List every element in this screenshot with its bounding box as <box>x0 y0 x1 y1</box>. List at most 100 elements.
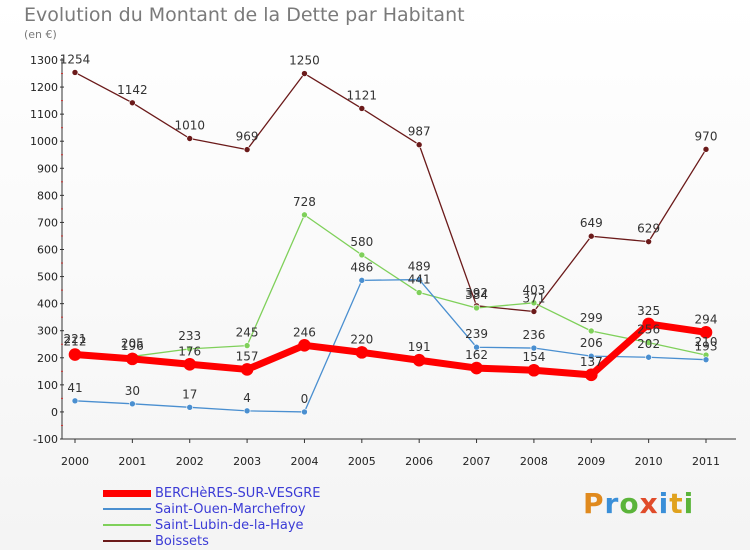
data-label: 205 <box>121 336 144 350</box>
data-label: 4 <box>243 391 251 405</box>
data-point <box>412 353 426 367</box>
data-label: 191 <box>408 340 431 354</box>
data-labels: 1254 1142 1010 969 1250 1121 987 392 371 649 629 97… <box>60 52 718 405</box>
logo-letter: i <box>658 487 670 520</box>
data-label: 486 <box>350 260 373 274</box>
data-label: 245 <box>236 326 259 340</box>
data-label: 41 <box>67 381 82 395</box>
data-label: 294 <box>695 312 718 326</box>
y-tick-label: 700 <box>37 216 58 229</box>
proxiti-logo: Proxiti <box>583 487 694 520</box>
logo-letter: P <box>583 487 605 520</box>
data-point <box>240 363 254 376</box>
x-tick-label: 2008 <box>520 455 548 468</box>
data-point <box>298 339 311 352</box>
logo-letter: i <box>683 487 695 520</box>
data-label: 157 <box>236 349 259 363</box>
logo-letter: r <box>604 487 620 520</box>
data-label: 220 <box>350 332 373 346</box>
y-tick-label: 1300 <box>30 54 58 67</box>
data-label: 202 <box>637 337 660 351</box>
data-point <box>527 363 541 377</box>
x-tick-label: 2005 <box>348 455 376 468</box>
data-point <box>243 146 251 153</box>
legend-label: Saint-Ouen-Marchefroy <box>155 501 306 517</box>
data-label: 384 <box>465 288 488 302</box>
x-tick-label: 2010 <box>635 455 663 468</box>
x-tick-label: 2003 <box>233 455 261 468</box>
y-tick-label: 1000 <box>30 135 58 148</box>
data-label: 212 <box>64 335 87 349</box>
data-point <box>129 99 136 107</box>
y-tick-label: 100 <box>37 379 58 392</box>
data-label: 649 <box>580 216 603 230</box>
data-point <box>243 342 251 349</box>
data-point <box>301 211 308 219</box>
data-point <box>129 400 136 408</box>
data-label: 206 <box>580 336 603 350</box>
data-label: 221 <box>64 332 87 346</box>
data-label: 325 <box>637 304 660 318</box>
data-point <box>301 408 308 416</box>
data-point <box>587 232 595 240</box>
data-label: 239 <box>465 327 488 341</box>
legend-item: Saint-Lubin-de-la-Haye <box>103 517 320 533</box>
data-label: 1254 <box>60 52 91 66</box>
data-point <box>358 105 366 112</box>
y-tick-label: 400 <box>37 298 58 311</box>
data-label: 580 <box>350 235 373 249</box>
data-label: 233 <box>178 329 201 343</box>
data-label: 0 <box>301 392 309 406</box>
y-tick-label: 800 <box>37 189 58 202</box>
data-point <box>645 353 652 361</box>
data-point <box>702 146 710 153</box>
data-label: 256 <box>637 323 660 337</box>
x-tick-label: 2006 <box>405 455 433 468</box>
data-point <box>645 238 652 245</box>
x-tick-label: 2007 <box>463 455 491 468</box>
data-point <box>473 304 480 312</box>
data-label: 987 <box>408 125 431 139</box>
data-point <box>186 135 194 142</box>
logo-letter: t <box>669 487 684 520</box>
data-label: 441 <box>408 273 431 287</box>
data-point <box>473 343 480 351</box>
legend-label: BERCHèRES-SUR-VESGRE <box>155 485 321 501</box>
data-label: 137 <box>580 355 603 369</box>
y-tick-label: 900 <box>37 162 58 175</box>
data-label: 30 <box>125 384 140 398</box>
data-point <box>358 251 366 259</box>
legend-label: Saint-Lubin-de-la-Haye <box>155 517 304 533</box>
x-tick-label: 2001 <box>118 455 146 468</box>
data-label: 489 <box>408 260 431 274</box>
series-line-2 <box>74 214 707 358</box>
data-point <box>699 326 713 339</box>
legend-item: BERCHèRES-SUR-VESGRE <box>103 485 320 501</box>
data-label: 1121 <box>347 88 378 102</box>
data-point <box>530 308 538 315</box>
data-point <box>415 276 423 283</box>
data-point <box>68 348 82 361</box>
data-label: 1142 <box>117 83 148 97</box>
data-label: 1010 <box>174 119 205 133</box>
data-label: 728 <box>293 195 316 209</box>
data-point <box>186 345 194 353</box>
chart-title: Evolution du Montant de la Dette par Hab… <box>24 4 465 26</box>
y-tick-label: -100 <box>33 433 58 446</box>
logo-letter: x <box>639 487 659 520</box>
data-point <box>702 356 710 363</box>
x-tick-label: 2004 <box>290 455 318 468</box>
x-tick-label: 2009 <box>577 455 605 468</box>
data-point <box>358 277 366 284</box>
legend-swatch <box>103 540 151 542</box>
data-label: 193 <box>695 340 718 354</box>
series-line-1 <box>74 278 707 413</box>
data-point <box>71 69 79 76</box>
data-point <box>126 352 139 366</box>
legend-swatch <box>103 508 151 510</box>
data-label: 392 <box>465 286 488 300</box>
legend-swatch <box>103 524 151 526</box>
data-label: 196 <box>121 339 144 353</box>
